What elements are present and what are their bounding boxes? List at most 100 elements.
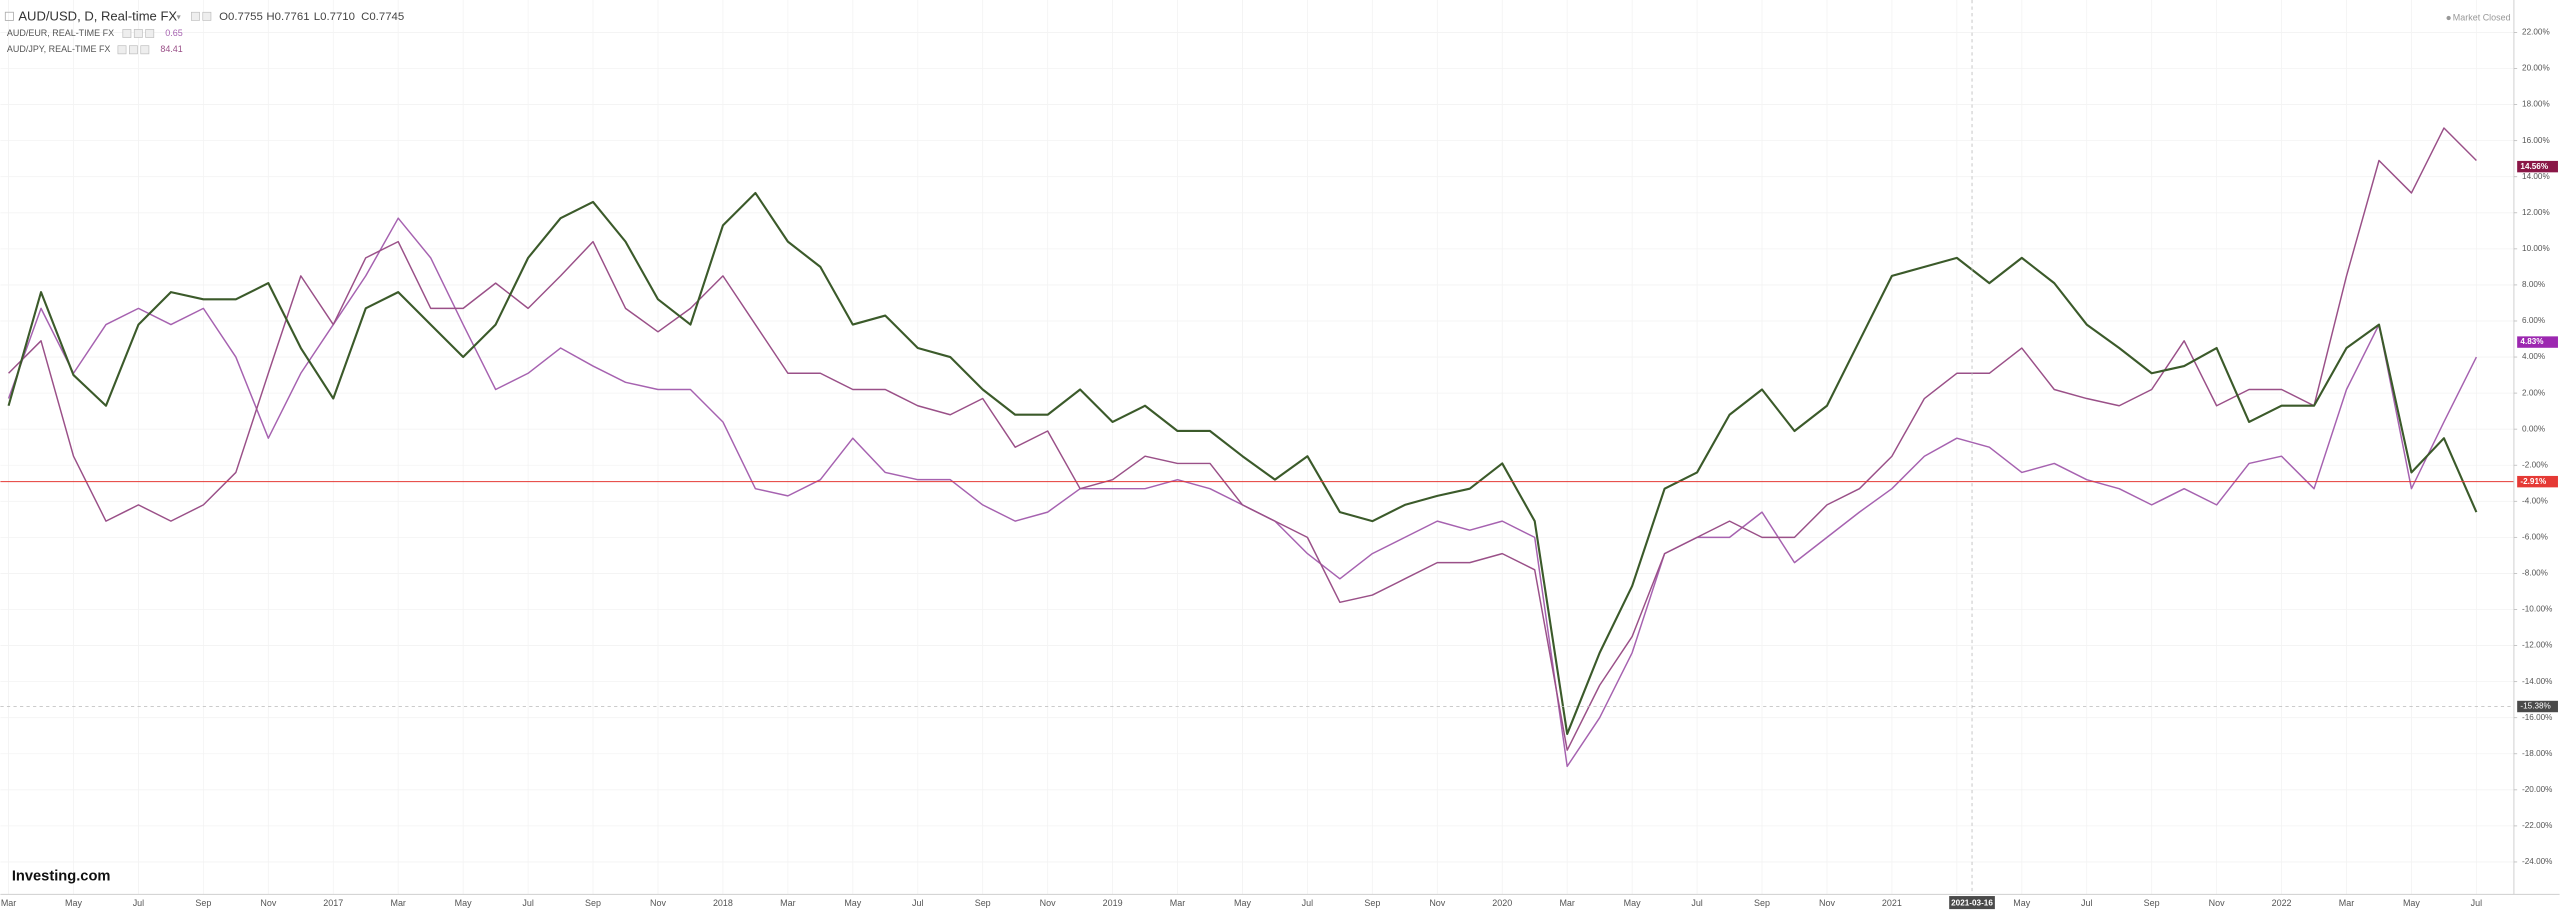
x-tick-label: May bbox=[1234, 898, 1251, 908]
x-tick-label: Nov bbox=[650, 898, 666, 908]
crosshair-y-label: -15.38% bbox=[2520, 702, 2550, 711]
price-label: -2.91% bbox=[2520, 477, 2547, 486]
price-badge bbox=[2517, 160, 2558, 173]
collapse-icon[interactable] bbox=[4, 11, 14, 21]
y-tick-label: 8.00% bbox=[2522, 280, 2545, 289]
series-line bbox=[7, 191, 2478, 735]
symbol-title: AUD/USD, D, Real-time FX bbox=[18, 9, 177, 24]
y-tick-label: -16.00% bbox=[2522, 713, 2552, 722]
y-tick-label: -24.00% bbox=[2522, 857, 2552, 866]
y-tick-label: 0.00% bbox=[2522, 424, 2545, 433]
y-tick-label: -2.00% bbox=[2522, 460, 2548, 469]
y-tick-label: 10.00% bbox=[2522, 244, 2550, 253]
legend-icon[interactable] bbox=[145, 29, 155, 38]
price-badge bbox=[2517, 336, 2558, 348]
close-icon[interactable] bbox=[202, 11, 212, 21]
y-tick-label: 20.00% bbox=[2522, 64, 2550, 73]
x-tick-label: Sep bbox=[585, 898, 601, 908]
x-tick-label: Jul bbox=[1691, 898, 1702, 908]
y-tick-label: -12.00% bbox=[2522, 641, 2552, 650]
price-label: 4.83% bbox=[2520, 337, 2544, 346]
x-tick-label: Jul bbox=[912, 898, 923, 908]
axes: 22.00% 20.00% 18.00% 16.00% 14.00% 12.00% 10.0… bbox=[1, 28, 2558, 910]
crosshair-x-label: 2021-03-16 bbox=[1951, 899, 1993, 908]
x-tick-label: Jul bbox=[2471, 898, 2482, 908]
ohlc-low: L0.7710 bbox=[314, 11, 355, 23]
price-label: 14.56% bbox=[2520, 162, 2548, 171]
ohlc-open: O0.7755 bbox=[219, 11, 263, 23]
legend-icon[interactable] bbox=[122, 29, 132, 38]
x-tick-label: Sep bbox=[1364, 898, 1380, 908]
x-tick-label: Sep bbox=[2144, 898, 2160, 908]
x-tick-label: 2022 bbox=[2272, 898, 2292, 908]
legend-value: 0.65 bbox=[165, 28, 182, 38]
y-tick-label: 18.00% bbox=[2522, 100, 2550, 109]
brand-logo: Investing.com bbox=[12, 868, 111, 884]
crosshair-y-badge bbox=[2517, 700, 2558, 713]
grid bbox=[0, 0, 2514, 895]
legend-icon[interactable] bbox=[140, 45, 150, 55]
x-tick-label: Mar bbox=[1559, 898, 1574, 908]
x-tick-label: Jul bbox=[1302, 898, 1313, 908]
y-tick-label: 6.00% bbox=[2522, 316, 2545, 325]
x-tick-label: Jul bbox=[522, 898, 533, 908]
x-tick-label: Jul bbox=[133, 898, 144, 908]
ohlc-close: C0.7745 bbox=[361, 11, 404, 23]
x-tick-label: Mar bbox=[1170, 898, 1185, 908]
y-tick-label: 2.00% bbox=[2522, 388, 2545, 397]
x-tick-label: 2021 bbox=[1882, 898, 1902, 908]
legend-icon[interactable] bbox=[133, 29, 143, 38]
y-tick-label: -6.00% bbox=[2522, 533, 2548, 542]
x-tick-label: May bbox=[65, 898, 82, 908]
y-tick-label: -18.00% bbox=[2522, 749, 2552, 758]
x-tick-label: Nov bbox=[260, 898, 276, 908]
x-tick-label: Jul bbox=[2081, 898, 2092, 908]
status-dot bbox=[2446, 15, 2451, 21]
legend-entry: AUD/EUR, REAL-TIME FX bbox=[7, 28, 114, 38]
y-tick-label: 12.00% bbox=[2522, 208, 2550, 217]
price-badge bbox=[2517, 475, 2558, 488]
x-tick-label: May bbox=[844, 898, 861, 908]
x-tick-label: 2017 bbox=[323, 898, 343, 908]
x-tick-label: Nov bbox=[1040, 898, 1056, 908]
x-tick-label: Mar bbox=[780, 898, 795, 908]
x-tick-label: Sep bbox=[195, 898, 211, 908]
legend-value: 84.41 bbox=[160, 44, 182, 54]
ohlc-high: H0.7761 bbox=[266, 11, 309, 23]
y-tick-label: -20.00% bbox=[2522, 785, 2552, 794]
y-tick-label: -22.00% bbox=[2522, 821, 2552, 830]
legend-icon[interactable] bbox=[129, 45, 138, 55]
x-tick-label: May bbox=[2403, 898, 2420, 908]
x-tick-label: Nov bbox=[1819, 898, 1835, 908]
plot-area bbox=[0, 0, 2514, 895]
x-tick-label: Mar bbox=[1, 898, 16, 908]
settings-icon[interactable] bbox=[191, 11, 200, 21]
x-tick-label: Nov bbox=[1429, 898, 1445, 908]
y-tick-label: -4.00% bbox=[2522, 496, 2548, 505]
x-tick-label: May bbox=[2013, 898, 2030, 908]
legend: AUD/USD, D, Real-time FX ▾ O0.7755 H0.77… bbox=[4, 9, 404, 55]
market-status: Market Closed bbox=[2453, 12, 2511, 22]
x-tick-label: Mar bbox=[390, 898, 405, 908]
legend-entry: AUD/JPY, REAL-TIME FX bbox=[7, 44, 111, 54]
y-tick-label: 14.00% bbox=[2522, 172, 2550, 181]
y-tick-label: 4.00% bbox=[2522, 352, 2545, 361]
x-tick-label: Nov bbox=[2209, 898, 2225, 908]
x-tick-label: 2018 bbox=[713, 898, 733, 908]
x-tick-label: 2020 bbox=[1492, 898, 1512, 908]
y-tick-label: -10.00% bbox=[2522, 605, 2552, 614]
dropdown-caret[interactable]: ▾ bbox=[177, 12, 182, 21]
x-tick-label: 2019 bbox=[1103, 898, 1123, 908]
x-tick-label: May bbox=[455, 898, 472, 908]
x-tick-label: Sep bbox=[1754, 898, 1770, 908]
y-tick-label: 16.00% bbox=[2522, 136, 2550, 145]
x-tick-label: Mar bbox=[2339, 898, 2354, 908]
crosshair-x-badge bbox=[1949, 896, 1995, 910]
y-tick-label: 22.00% bbox=[2522, 28, 2550, 37]
series-line bbox=[8, 127, 2477, 751]
legend-icon[interactable] bbox=[117, 45, 127, 55]
x-tick-label: Sep bbox=[975, 898, 991, 908]
